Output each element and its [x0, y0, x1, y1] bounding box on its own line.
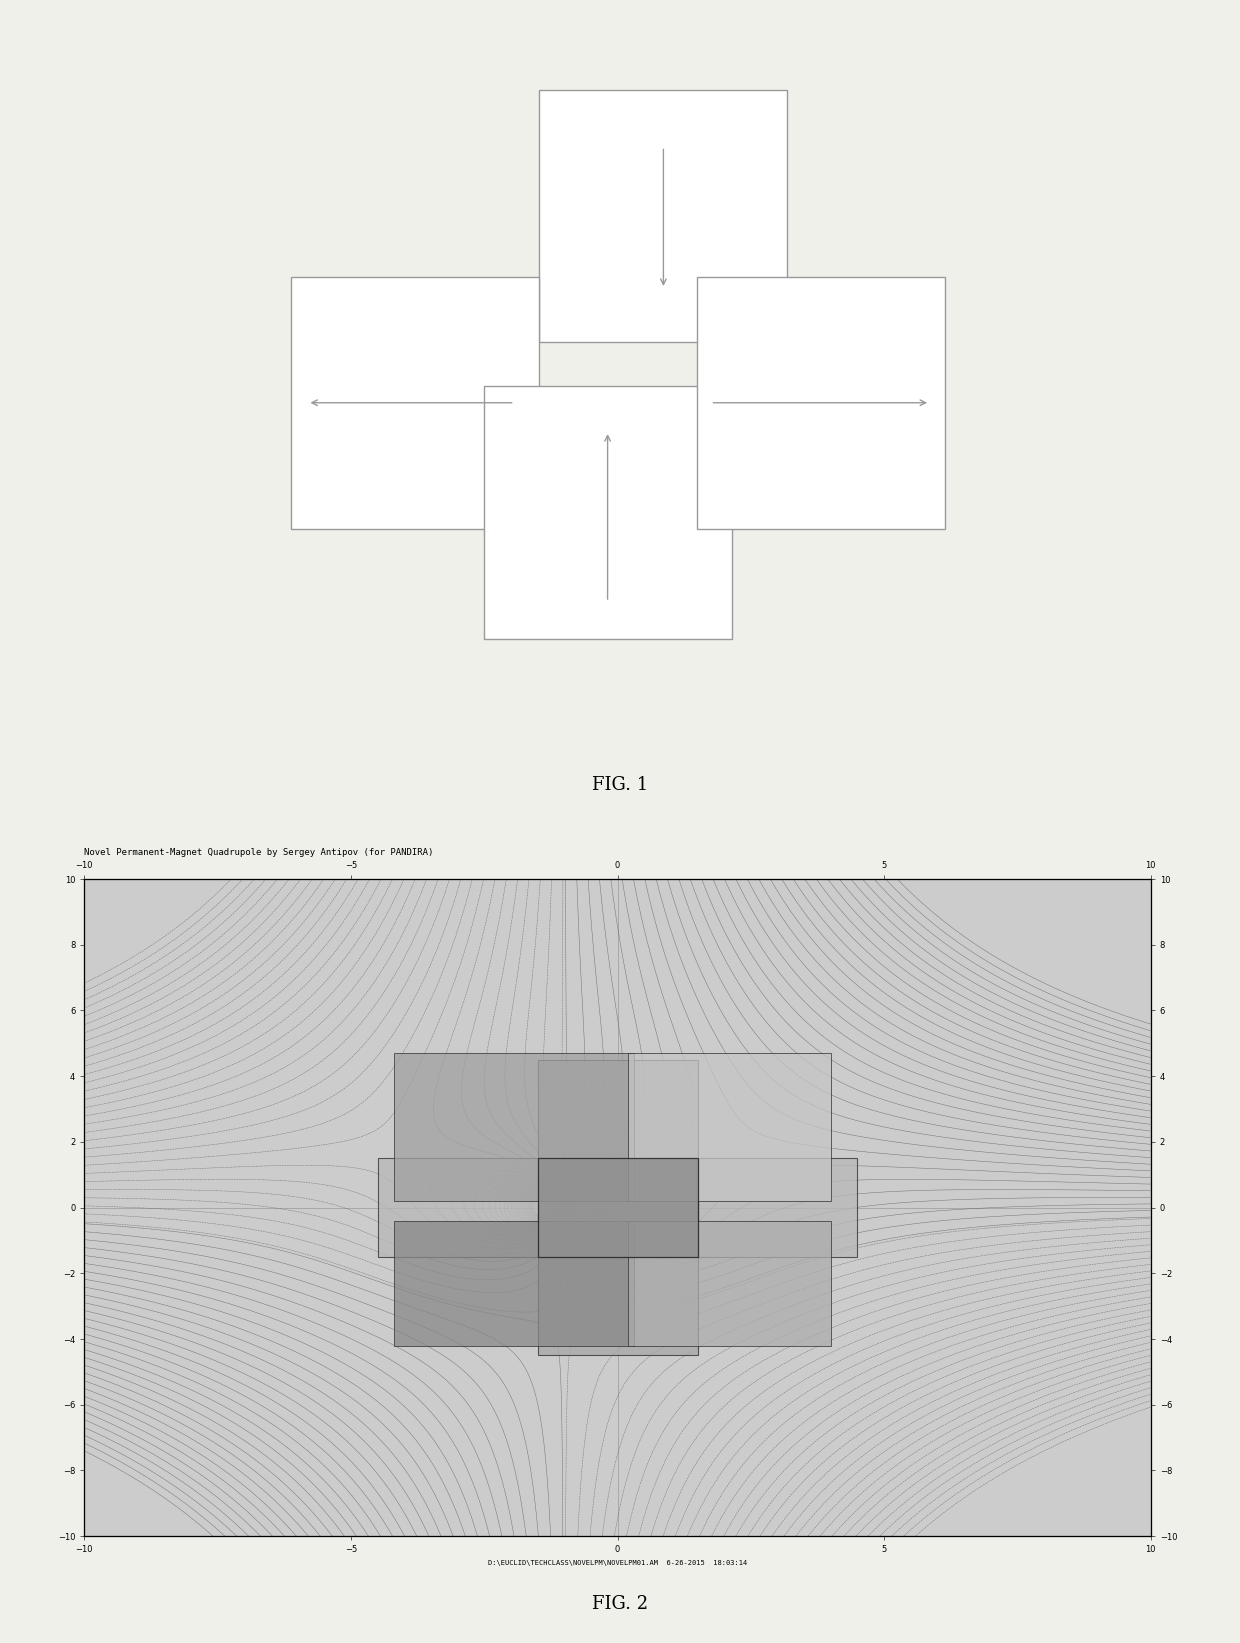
Bar: [393, 1053, 634, 1201]
X-axis label: D:\EUCLID\TECHCLASS\NOVELPM\NOVELPM01.AM  6-26-2015  18:03:14: D:\EUCLID\TECHCLASS\NOVELPM\NOVELPM01.AM…: [487, 1559, 748, 1566]
Bar: [484, 386, 732, 639]
Bar: [538, 1158, 698, 1257]
Bar: [697, 276, 945, 529]
Bar: [538, 1060, 698, 1355]
Bar: [629, 1221, 831, 1346]
Text: Novel Permanent-Magnet Quadrupole by Sergey Antipov (for PANDIRA): Novel Permanent-Magnet Quadrupole by Ser…: [84, 848, 434, 858]
Bar: [393, 1221, 634, 1346]
Bar: [629, 1053, 831, 1201]
Text: FIG. 2: FIG. 2: [591, 1595, 649, 1612]
Bar: [291, 276, 539, 529]
Text: FIG. 1: FIG. 1: [591, 775, 649, 794]
Bar: [539, 90, 787, 342]
Bar: [378, 1158, 858, 1257]
